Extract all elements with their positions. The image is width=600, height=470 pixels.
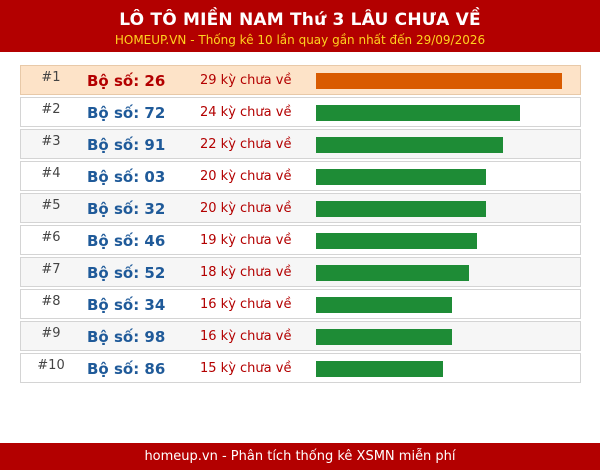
number-pair-label: Bộ số: 46 bbox=[87, 232, 166, 250]
missed-count-bar bbox=[316, 361, 443, 377]
rank-label: #4 bbox=[41, 166, 61, 181]
rank-label: #8 bbox=[41, 294, 61, 309]
missed-count-text: 15 kỳ chưa về bbox=[200, 361, 292, 376]
missed-count-bar bbox=[316, 105, 520, 121]
number-pair-label: Bộ số: 91 bbox=[87, 136, 166, 154]
rank-label: #5 bbox=[41, 198, 61, 213]
missed-count-text: 20 kỳ chưa về bbox=[200, 201, 292, 216]
ranking-row: #5 Bộ số: 32 20 kỳ chưa về bbox=[20, 193, 581, 223]
ranking-row: #7 Bộ số: 52 18 kỳ chưa về bbox=[20, 257, 581, 287]
page-subtitle: HOMEUP.VN - Thống kê 10 lần quay gần nhấ… bbox=[114, 33, 486, 47]
missed-count-bar bbox=[316, 233, 477, 249]
missed-count-bar bbox=[316, 329, 452, 345]
missed-count-text: 20 kỳ chưa về bbox=[200, 169, 292, 184]
rank-label: #9 bbox=[41, 326, 61, 341]
missed-count-text: 16 kỳ chưa về bbox=[200, 297, 292, 312]
missed-count-text: 24 kỳ chưa về bbox=[200, 105, 292, 120]
ranking-row: #3 Bộ số: 91 22 kỳ chưa về bbox=[20, 129, 581, 159]
rank-label: #6 bbox=[41, 230, 61, 245]
page-title: LÔ TÔ MIỀN NAM Thứ 3 LÂU CHƯA VỀ bbox=[119, 10, 481, 30]
rank-label: #3 bbox=[41, 134, 61, 149]
number-pair-label: Bộ số: 34 bbox=[87, 296, 166, 314]
ranking-row: #1 Bộ số: 26 29 kỳ chưa về bbox=[20, 65, 581, 95]
ranking-row: #6 Bộ số: 46 19 kỳ chưa về bbox=[20, 225, 581, 255]
missed-count-bar bbox=[316, 201, 486, 217]
ranking-row: #2 Bộ số: 72 24 kỳ chưa về bbox=[20, 97, 581, 127]
missed-count-bar bbox=[316, 137, 503, 153]
number-pair-label: Bộ số: 52 bbox=[87, 264, 166, 282]
rank-label: #10 bbox=[37, 358, 65, 373]
number-pair-label: Bộ số: 98 bbox=[87, 328, 166, 346]
number-pair-label: Bộ số: 86 bbox=[87, 360, 166, 378]
rank-label: #2 bbox=[41, 102, 61, 117]
missed-count-bar bbox=[316, 73, 562, 89]
ranking-list: #1 Bộ số: 26 29 kỳ chưa về #2 Bộ số: 72 24 kỳ… bbox=[20, 65, 581, 385]
missed-count-text: 18 kỳ chưa về bbox=[200, 265, 292, 280]
page-header: LÔ TÔ MIỀN NAM Thứ 3 LÂU CHƯA VỀ HOMEUP.… bbox=[0, 0, 600, 52]
ranking-row: #10 Bộ số: 86 15 kỳ chưa về bbox=[20, 353, 581, 383]
missed-count-text: 16 kỳ chưa về bbox=[200, 329, 292, 344]
missed-count-text: 29 kỳ chưa về bbox=[200, 73, 292, 88]
missed-count-text: 22 kỳ chưa về bbox=[200, 137, 292, 152]
page-footer: homeup.vn - Phân tích thống kê XSMN miễn… bbox=[0, 443, 600, 470]
missed-count-bar bbox=[316, 265, 469, 281]
ranking-row: #8 Bộ số: 34 16 kỳ chưa về bbox=[20, 289, 581, 319]
number-pair-label: Bộ số: 32 bbox=[87, 200, 166, 218]
number-pair-label: Bộ số: 72 bbox=[87, 104, 166, 122]
number-pair-label: Bộ số: 26 bbox=[87, 72, 166, 90]
rank-label: #7 bbox=[41, 262, 61, 277]
number-pair-label: Bộ số: 03 bbox=[87, 168, 166, 186]
missed-count-bar bbox=[316, 169, 486, 185]
ranking-row: #4 Bộ số: 03 20 kỳ chưa về bbox=[20, 161, 581, 191]
missed-count-text: 19 kỳ chưa về bbox=[200, 233, 292, 248]
missed-count-bar bbox=[316, 297, 452, 313]
ranking-row: #9 Bộ số: 98 16 kỳ chưa về bbox=[20, 321, 581, 351]
rank-label: #1 bbox=[41, 70, 61, 85]
